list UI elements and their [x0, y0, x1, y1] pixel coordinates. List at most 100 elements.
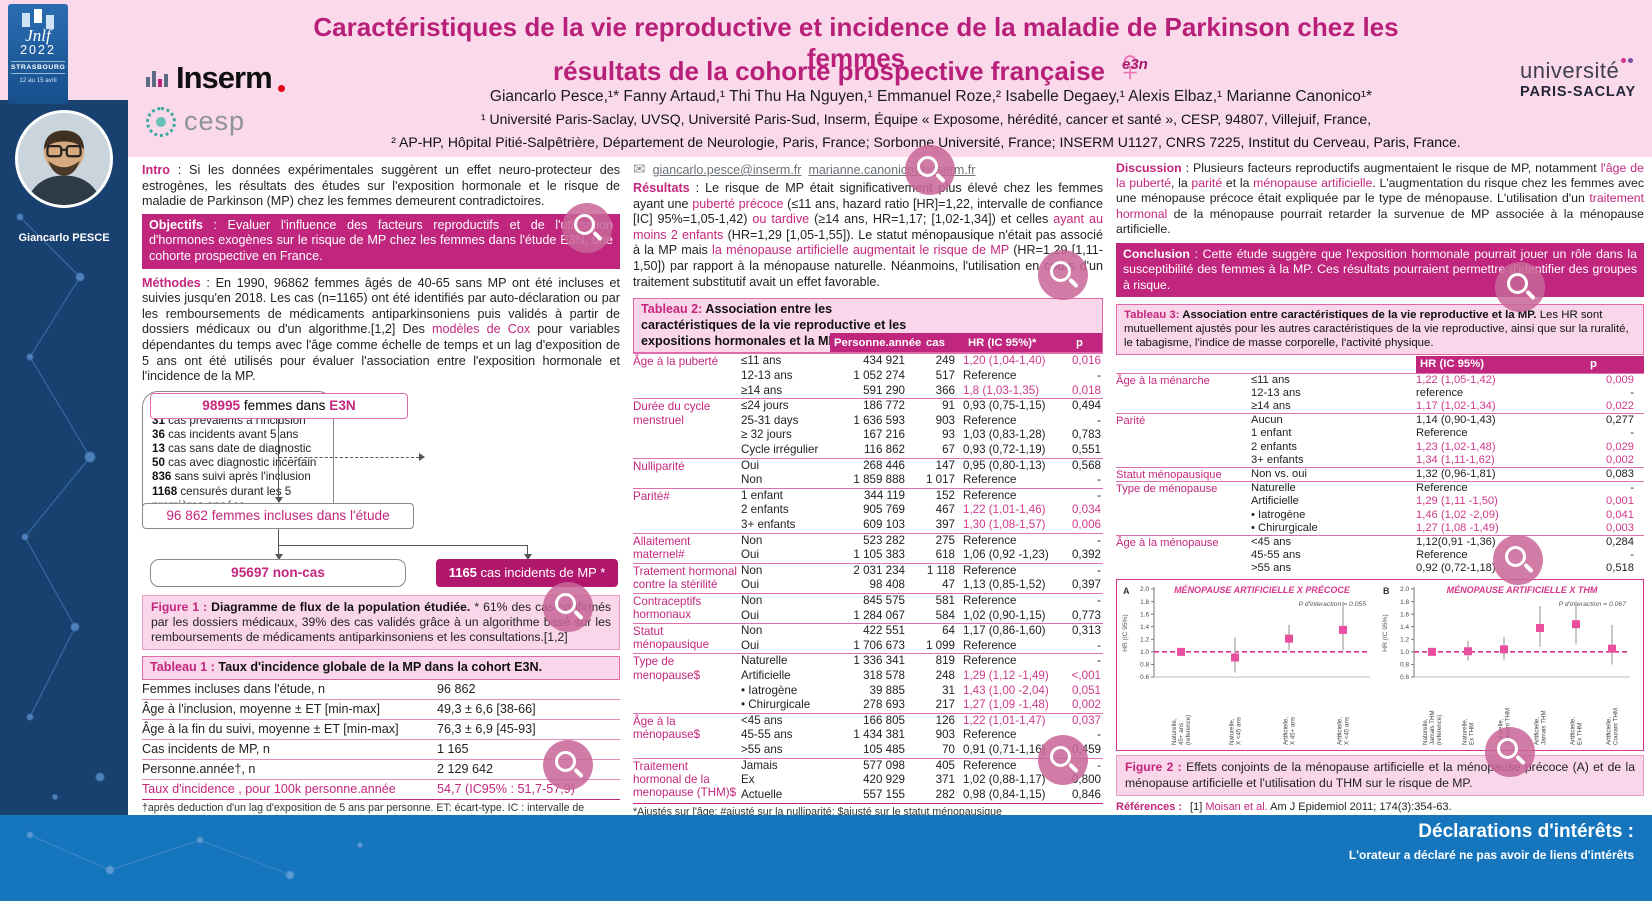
- group-label: Contraceptifs hormonaux: [633, 594, 702, 622]
- svg-text:Artificielle,Courant THM: Artificielle,Courant THM: [1606, 708, 1620, 745]
- table-cell: 1,23 (1,02-1,48): [1416, 440, 1496, 453]
- table-cell: 1 284 067: [853, 608, 905, 622]
- logo-dot-purple: [1628, 58, 1634, 63]
- table-cell: -: [1630, 386, 1634, 399]
- group-label: Âge à la ménarche: [1116, 374, 1210, 387]
- svg-text:Artificielle,Jamais THM: Artificielle,Jamais THM: [1534, 711, 1548, 746]
- svg-text:Artificielle,X <45 ans: Artificielle,X <45 ans: [1337, 717, 1351, 745]
- table-cell: Non vs. oui: [1251, 467, 1307, 480]
- table-cell: Reference: [963, 533, 1017, 547]
- table-cell: 39 885: [869, 683, 905, 697]
- email-link-1[interactable]: giancarlo.pesce@inserm.fr: [652, 163, 802, 177]
- table-cell: 344 119: [863, 488, 905, 502]
- svg-text:2.0: 2.0: [1140, 587, 1149, 594]
- table-cell: 1,22 (1,01-1,46): [963, 503, 1046, 517]
- table-cell: 1,8 (1,03-1,35): [963, 383, 1040, 397]
- magnifier-icon[interactable]: [1485, 727, 1535, 777]
- table-cell: 249: [935, 354, 955, 368]
- group-label: Âge à la puberté: [633, 355, 719, 369]
- svg-text:HR (IC 95%): HR (IC 95%): [1382, 615, 1389, 652]
- table-cell: 0,009: [1606, 373, 1634, 386]
- table-cell: ≥ 32 jours: [741, 428, 792, 442]
- table-cell: Jamais: [741, 758, 778, 772]
- svg-text:1.4: 1.4: [1400, 624, 1409, 631]
- magnifier-icon[interactable]: [562, 203, 612, 253]
- group-label: Type de menopause$: [633, 655, 701, 682]
- table-cell: Oui: [741, 608, 760, 622]
- magnifier-icon[interactable]: [1038, 250, 1088, 300]
- table-cell: 64: [942, 624, 955, 638]
- paris-saclay-logo: université PARIS-SACLAY: [1520, 58, 1636, 100]
- magnifier-icon[interactable]: [1493, 535, 1543, 585]
- table-cell: 0,551: [1071, 443, 1101, 457]
- footer-bar: Déclarations d'intérêts : L'orateur a dé…: [0, 815, 1652, 901]
- table-cell: Non: [741, 563, 763, 577]
- table-cell: 1,13 (0,85-1,52): [963, 578, 1046, 592]
- svg-text:1.0: 1.0: [1400, 649, 1409, 656]
- table-cell: ≥14 ans: [1251, 400, 1291, 412]
- table-cell: 70: [942, 742, 955, 756]
- table-cell: 467: [935, 503, 955, 517]
- svg-text:P d'interaction = 0.055: P d'interaction = 0.055: [1299, 601, 1367, 608]
- table-cell: 1,02 (0,90-1,15): [963, 608, 1046, 622]
- flow-arrow-line: [278, 418, 280, 499]
- table-cell: Oui: [741, 458, 760, 472]
- table-cell: ≤11 ans: [1251, 373, 1290, 386]
- table-cell: 1,30 (1,08-1,57): [963, 518, 1046, 531]
- figure2-panel-b: B MÉNOPAUSE ARTIFICIELLE X THM P d'interac…: [1378, 581, 1638, 749]
- disclosures-subtitle: L'orateur a déclaré ne pas avoir de lien…: [1348, 848, 1634, 862]
- table-cell: 1,14 (0,90-1,43): [1416, 414, 1496, 427]
- svg-text:1.2: 1.2: [1400, 637, 1409, 644]
- table-cell: 3+ enfants: [741, 518, 796, 531]
- table2-header-band: Personne.année cas HR (IC 95%)* p: [830, 333, 1102, 353]
- arrow-down-icon: [524, 553, 532, 560]
- table-cell: 0,568: [1071, 458, 1101, 472]
- svg-text:Artificielle,X 45+ ans: Artificielle,X 45+ ans: [1283, 717, 1297, 745]
- magnifier-icon[interactable]: [543, 582, 593, 632]
- table-cell: Reference: [1416, 427, 1468, 440]
- table3-body: Âge à la ménarche ≤11 ans 1,22 (1,05-1,42)…: [1116, 372, 1644, 576]
- table-cell: Oui: [741, 638, 760, 652]
- table-cell: 3+ enfants: [1251, 453, 1304, 466]
- svg-text:MÉNOPAUSE ARTIFICIELLE X THM: MÉNOPAUSE ARTIFICIELLE X THM: [1447, 585, 1598, 595]
- table-group: Parité# 1 enfant 344 119 152 Reference - 2 enf…: [633, 487, 1103, 533]
- table-group: Durée du cycle menstruel ≤24 jours 186 772…: [633, 398, 1103, 457]
- table-cell: ≤24 jours: [741, 399, 789, 413]
- group-label: Traitement hormonal de la menopause (THM…: [633, 759, 737, 800]
- poster-header: Caractéristiques de la vie reproductive …: [0, 0, 1652, 157]
- table-group: Type de ménopause Naturelle Reference - Arti…: [1116, 481, 1644, 535]
- table-cell: 0,034: [1071, 503, 1101, 517]
- table-cell: -: [1097, 758, 1101, 772]
- table-cell: 2 enfants: [1251, 440, 1298, 453]
- table-cell: Aucun: [1251, 414, 1283, 427]
- svg-text:0.6: 0.6: [1140, 675, 1149, 682]
- table-cell: Reference: [963, 654, 1017, 668]
- magnifier-icon[interactable]: [1038, 735, 1088, 785]
- inserm-dot-icon: [277, 85, 285, 92]
- inserm-bars-icon: [146, 69, 170, 87]
- table-cell: 47: [942, 578, 955, 592]
- table-cell: 217: [935, 698, 955, 712]
- magnifier-icon[interactable]: [543, 740, 593, 790]
- table-cell: 31: [942, 683, 955, 697]
- table-row: Âge à la fin du suivi, moyenne ± ET [min…: [142, 720, 620, 741]
- magnifier-icon[interactable]: [1495, 262, 1545, 312]
- table-row: Femmes incluses dans l'étude, n 96 862: [142, 680, 620, 701]
- flow-line: [527, 544, 529, 555]
- poster-title-line2: résultats de la cohorte prospective fran…: [290, 42, 1422, 94]
- magnifier-icon[interactable]: [905, 145, 955, 195]
- table-cell: Reference: [1416, 482, 1468, 495]
- exclusions-list: 31 cas prévalents à l'inclusion 36 cas in…: [152, 414, 324, 513]
- group-label: Tratement hormonal contre la stérilité: [633, 564, 737, 592]
- inserm-logo: Inserm: [146, 60, 285, 96]
- table-cell: 0,93 (0,72-1,19): [963, 443, 1046, 457]
- table-cell: 1,06 (0,92 -1,23): [963, 548, 1049, 562]
- svg-text:HR (IC 95%): HR (IC 95%): [1122, 615, 1129, 652]
- table-cell: 0,95 (0,80-1,13): [963, 458, 1046, 472]
- table-cell: 1,17 (0,86-1,60): [963, 624, 1046, 638]
- table-cell: 1 052 274: [853, 369, 905, 383]
- table-cell: 845 575: [863, 593, 905, 607]
- table-cell: 422 551: [863, 624, 905, 638]
- table-group: Âge à la ménopause <45 ans 1,12(0,91 -1,36…: [1116, 534, 1644, 576]
- female-symbol-icon: ♀: [1113, 39, 1148, 91]
